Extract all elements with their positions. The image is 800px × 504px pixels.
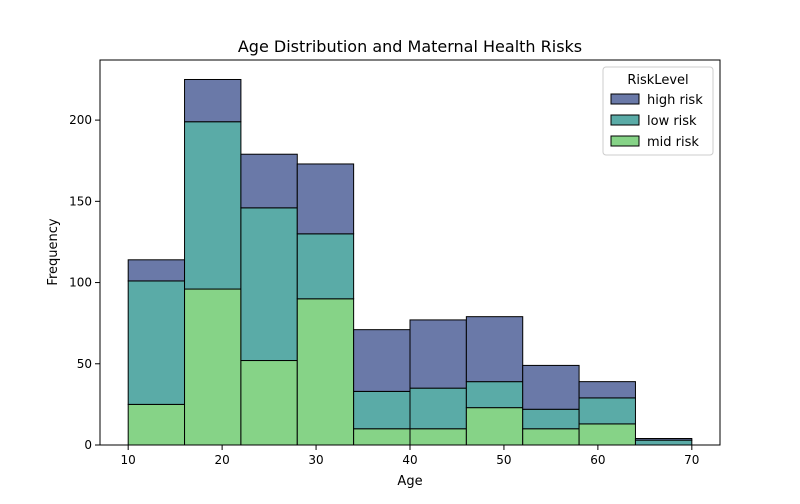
y-tick-label: 0	[84, 438, 92, 452]
y-tick-label: 200	[69, 113, 92, 127]
bar-low-risk-bin-6	[465, 381, 524, 409]
legend-label-mid-risk: mid risk	[647, 135, 699, 150]
legend-swatch-mid-risk	[610, 135, 640, 147]
x-axis-label: Age	[397, 474, 422, 489]
bars-layer	[127, 78, 693, 446]
bar-high-risk-bin-5	[409, 319, 467, 389]
bar-low-risk-bin-5	[409, 387, 467, 430]
bar-mid-risk-bin-4	[353, 428, 411, 446]
legend-swatch-high-risk	[610, 93, 640, 105]
legend-swatch-low-risk	[610, 114, 640, 126]
x-tick-label: 50	[496, 453, 511, 467]
bar-high-risk-bin-6	[465, 316, 524, 383]
x-tick-label: 10	[121, 453, 136, 467]
bar-high-risk-bin-4	[353, 329, 411, 392]
plot-frame	[99, 59, 721, 446]
bar-mid-risk-bin-1	[184, 288, 242, 446]
bar-low-risk-bin-2	[240, 207, 298, 362]
bar-low-risk-bin-8	[578, 397, 636, 425]
bar-high-risk-bin-7	[522, 364, 580, 410]
bar-mid-risk-bin-7	[522, 428, 580, 446]
x-tick-label: 30	[308, 453, 323, 467]
bar-high-risk-bin-1	[184, 78, 242, 123]
x-axis: 10 20 30 40 50 60 70	[121, 445, 699, 467]
legend-title: RiskLevel	[627, 73, 688, 88]
bar-mid-risk-bin-0	[127, 403, 186, 446]
y-axis-label: Frequency	[46, 218, 61, 285]
y-tick-label: 150	[69, 194, 92, 208]
bar-mid-risk-bin-8	[578, 423, 636, 446]
bar-high-risk-bin-9	[634, 438, 693, 441]
bar-low-risk-bin-1	[184, 121, 242, 290]
x-tick-label: 20	[214, 453, 229, 467]
y-tick-label: 50	[77, 357, 92, 371]
bar-low-risk-bin-3	[296, 233, 355, 300]
legend-box	[602, 66, 714, 156]
bar-mid-risk-bin-2	[240, 360, 298, 446]
bar-low-risk-bin-0	[127, 280, 186, 405]
chart-title: Age Distribution and Maternal Health Ris…	[238, 37, 582, 56]
bar-high-risk-bin-3	[296, 163, 355, 235]
bar-low-risk-bin-9	[634, 439, 693, 446]
bar-low-risk-bin-4	[353, 390, 411, 430]
y-tick-label: 100	[69, 276, 92, 290]
bar-high-risk-bin-2	[240, 153, 298, 209]
legend-label-high-risk: high risk	[647, 93, 703, 108]
bar-mid-risk-bin-6	[465, 407, 524, 446]
x-tick-label: 40	[402, 453, 417, 467]
y-axis: 0 50 100 150 200	[69, 113, 100, 452]
x-tick-label: 70	[684, 453, 699, 467]
bar-mid-risk-bin-3	[296, 298, 355, 446]
bar-high-risk-bin-8	[578, 381, 636, 399]
bar-low-risk-bin-7	[522, 408, 580, 430]
bar-mid-risk-bin-5	[409, 428, 467, 446]
x-tick-label: 60	[590, 453, 605, 467]
bar-high-risk-bin-0	[127, 259, 186, 282]
legend-label-low-risk: low risk	[647, 114, 697, 129]
legend: RiskLevel high risk low risk mid risk	[602, 66, 714, 156]
